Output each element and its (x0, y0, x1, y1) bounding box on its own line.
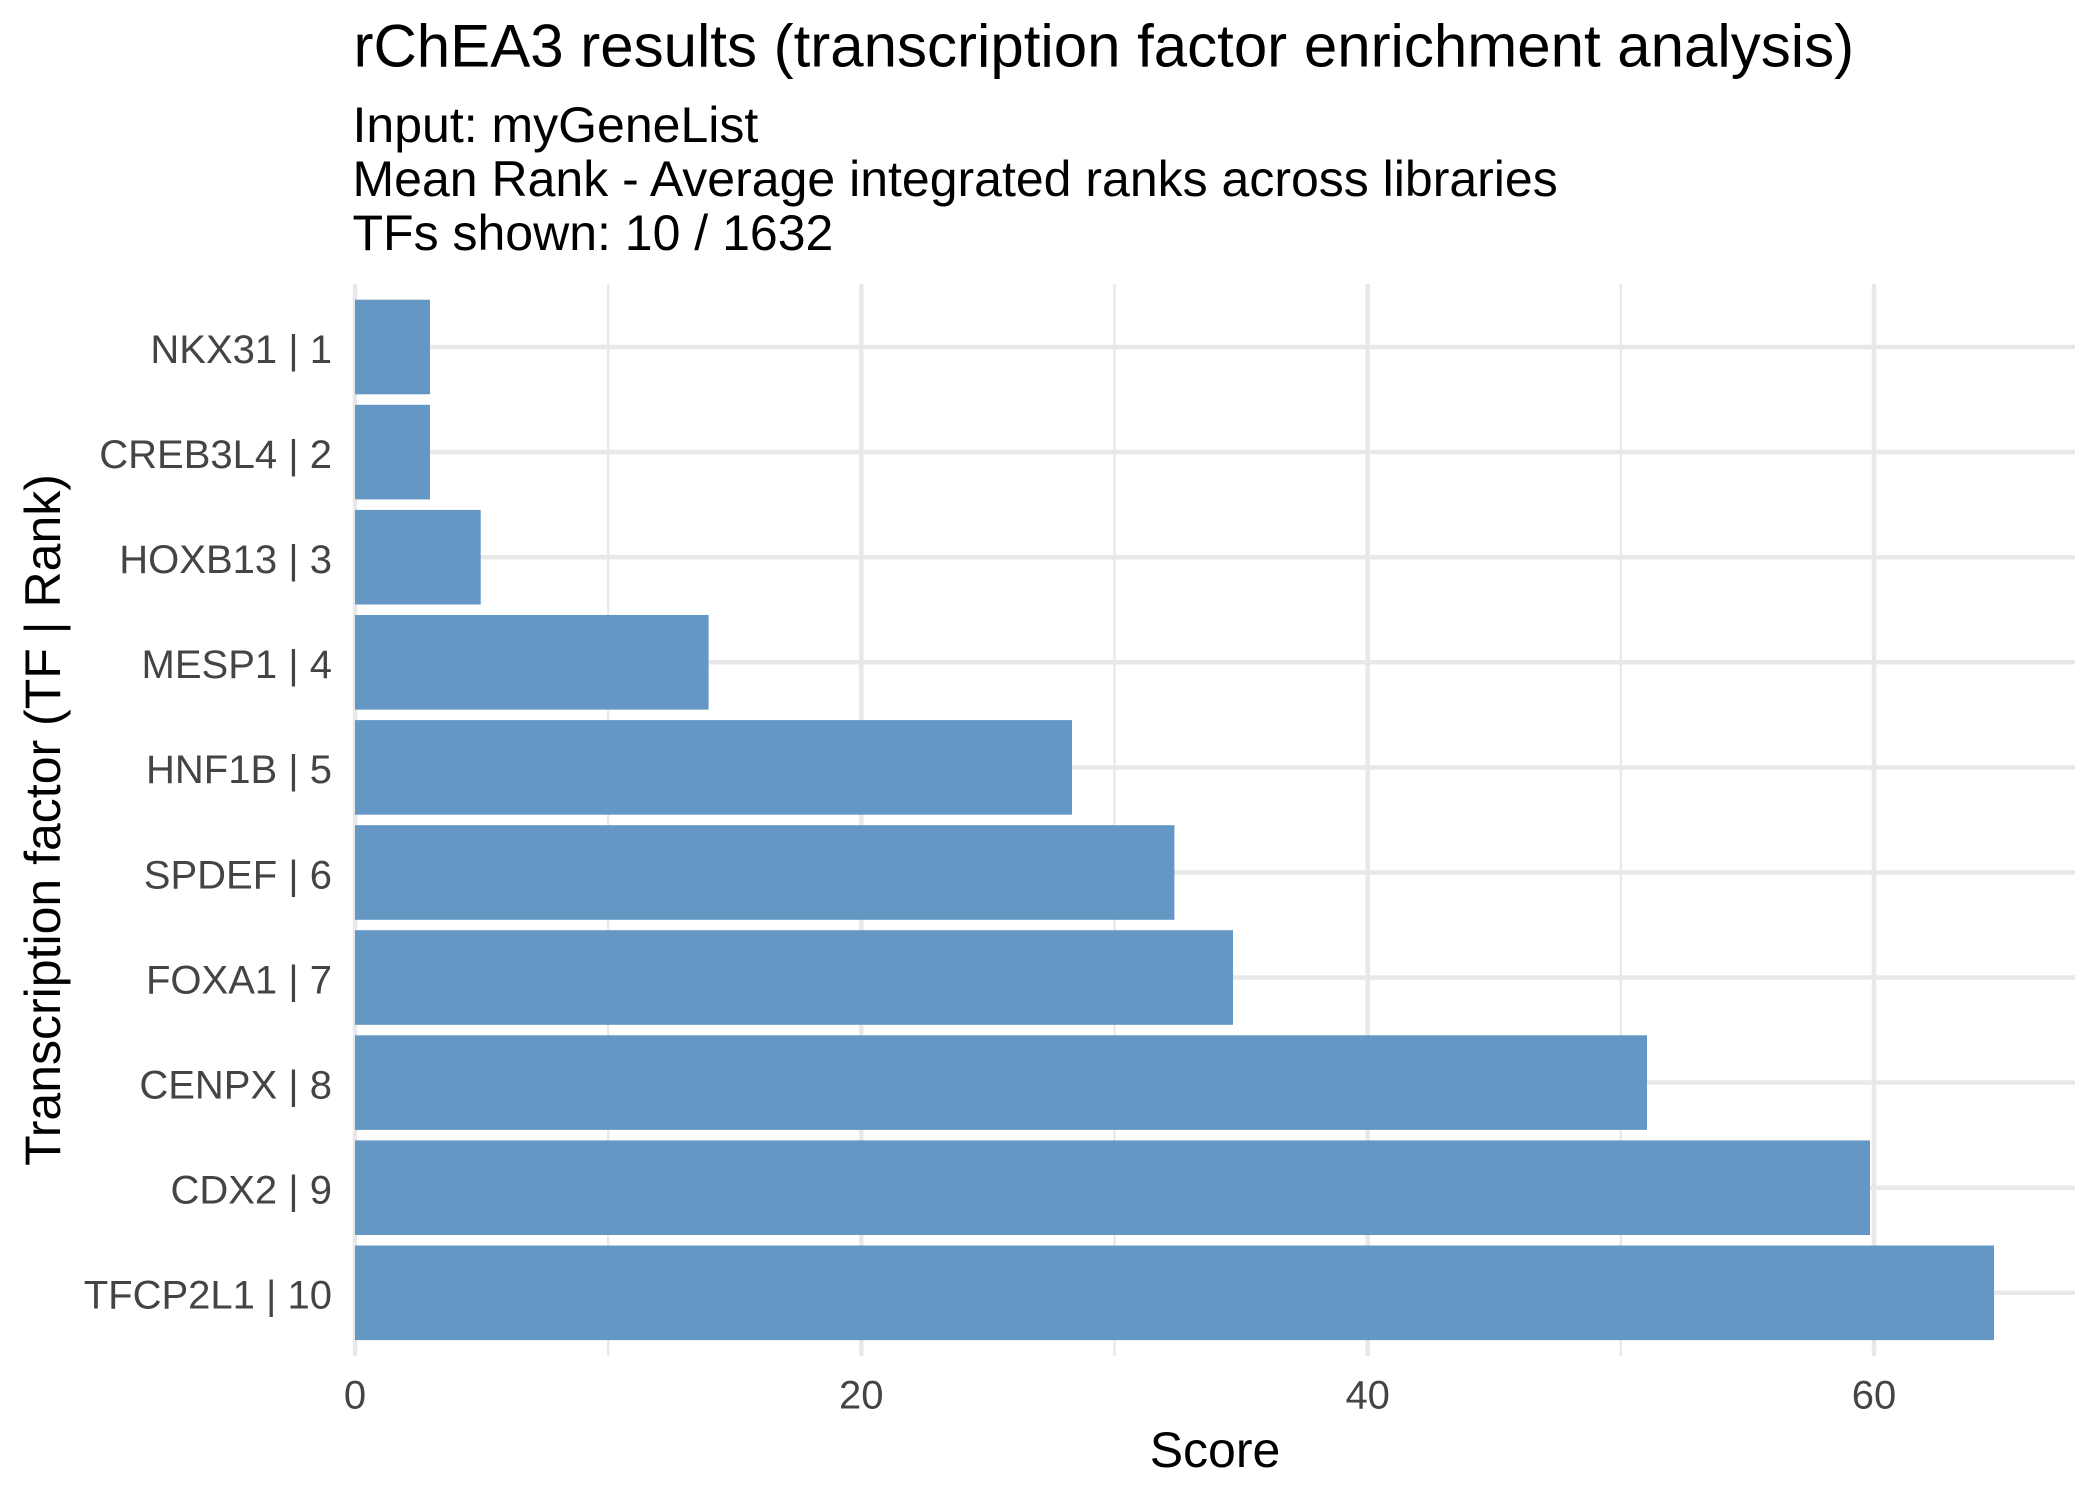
svg-text:Input: myGeneList: Input: myGeneList (353, 97, 759, 153)
svg-text:0: 0 (344, 1374, 366, 1418)
svg-text:20: 20 (839, 1374, 884, 1418)
svg-text:FOXA1 | 7: FOXA1 | 7 (146, 958, 332, 1002)
svg-text:HOXB13 | 3: HOXB13 | 3 (119, 538, 332, 582)
svg-text:HNF1B | 5: HNF1B | 5 (146, 748, 332, 792)
svg-text:CDX2 | 9: CDX2 | 9 (170, 1169, 332, 1213)
svg-text:40: 40 (1345, 1374, 1390, 1418)
svg-text:CENPX | 8: CENPX | 8 (139, 1063, 332, 1107)
svg-text:Transcription factor (TF | Ran: Transcription factor (TF | Rank) (15, 474, 71, 1166)
svg-text:MESP1 | 4: MESP1 | 4 (142, 643, 332, 687)
svg-text:NKX31 | 1: NKX31 | 1 (150, 328, 332, 372)
svg-text:SPDEF | 6: SPDEF | 6 (144, 853, 332, 897)
svg-text:Score: Score (1150, 1422, 1281, 1478)
svg-text:Mean Rank - Average integrated: Mean Rank - Average integrated ranks acr… (353, 151, 1558, 207)
svg-text:CREB3L4 | 2: CREB3L4 | 2 (99, 433, 332, 477)
svg-text:TFCP2L1 | 10: TFCP2L1 | 10 (84, 1274, 332, 1318)
svg-text:60: 60 (1852, 1374, 1897, 1418)
svg-text:TFs shown: 10 / 1632: TFs shown: 10 / 1632 (353, 205, 834, 261)
svg-text:rChEA3 results (transcription: rChEA3 results (transcription factor enr… (354, 13, 1855, 80)
